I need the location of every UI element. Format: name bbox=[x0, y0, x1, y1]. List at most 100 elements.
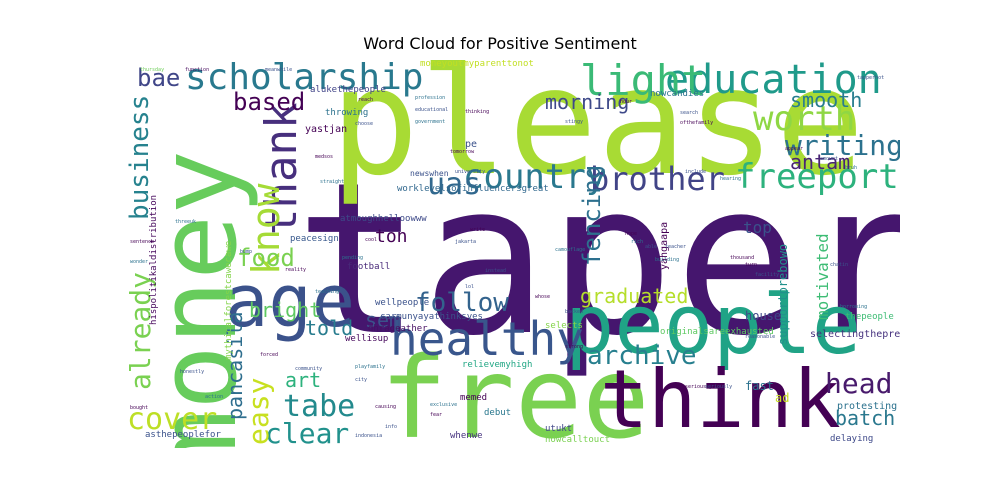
word-community: community bbox=[295, 366, 323, 372]
word-alukethepeople: alukethepeople bbox=[310, 85, 386, 95]
word-cool: cool bbox=[365, 237, 378, 243]
word-threeuk: threeuk bbox=[175, 219, 197, 225]
word-profession: profession bbox=[415, 95, 446, 101]
word-based: based bbox=[233, 88, 306, 116]
word-sem: sem bbox=[365, 308, 402, 332]
word-strong: strong bbox=[565, 344, 584, 350]
word-batch: batch bbox=[835, 406, 896, 430]
word-chatin: chatin bbox=[830, 262, 849, 268]
word-head: head bbox=[825, 367, 893, 400]
word-camouflage: camouflage bbox=[555, 247, 586, 253]
word-university: university bbox=[455, 169, 486, 175]
word-moneyoutmyparenttonot: moneyoutmyparenttonot bbox=[420, 60, 534, 69]
word-clear: clear bbox=[265, 417, 350, 448]
word-utukt: utukt bbox=[545, 424, 573, 434]
word-worklevelsofinfluencersgreat: worklevelsofinfluencersgreat bbox=[397, 184, 549, 194]
word-causing: causing bbox=[375, 404, 397, 410]
word-debut: debut bbox=[484, 408, 512, 418]
word-pe: pe bbox=[465, 139, 478, 150]
word-seriously: seriously bbox=[705, 384, 733, 390]
word-choose: choose bbox=[355, 121, 374, 127]
word-medsos: medsos bbox=[315, 154, 334, 160]
word-thursday: thursday bbox=[140, 67, 165, 73]
word-country: country bbox=[463, 157, 607, 197]
word-peacesign: peacesign bbox=[290, 234, 339, 244]
word-tapperhot: tapperhot bbox=[857, 75, 885, 81]
word-think: think bbox=[600, 353, 841, 446]
word-thousand: thousand bbox=[730, 255, 755, 261]
word-fear: fear bbox=[430, 412, 443, 418]
word-straight: straight bbox=[320, 179, 345, 185]
word-facility: facility bbox=[755, 272, 780, 278]
word-lol: lol bbox=[465, 284, 475, 290]
word-exclusive: exclusive bbox=[430, 402, 458, 408]
word-art: art bbox=[285, 368, 322, 392]
word-bae: bae bbox=[137, 64, 181, 92]
word-relievemyhigh: relievemyhigh bbox=[462, 360, 533, 370]
word-follow: follow bbox=[415, 288, 509, 318]
chart-title: Word Cloud for Positive Sentiment bbox=[363, 34, 637, 53]
word-teacher: teacher bbox=[665, 244, 687, 250]
word-bright: bright bbox=[249, 298, 322, 322]
word-city: city bbox=[355, 377, 368, 383]
word-supportprebowo: supportprebowo bbox=[776, 243, 790, 345]
word-delaying: delaying bbox=[830, 434, 874, 444]
word-graduated: graduated bbox=[580, 284, 689, 308]
word-writing: writing bbox=[785, 129, 900, 162]
word-top: top bbox=[743, 218, 772, 237]
word-morning: morning bbox=[545, 90, 630, 114]
word-uas: uas bbox=[427, 167, 482, 202]
word-nowcalltouct: nowcalltouct bbox=[545, 435, 611, 445]
word-hearing: hearing bbox=[720, 176, 742, 182]
word-newswhen: newswhen bbox=[410, 169, 449, 178]
word-archive: archive bbox=[587, 341, 697, 371]
word-yastjan: yastjan bbox=[305, 124, 348, 135]
word-write: write bbox=[470, 227, 486, 233]
word-food: food bbox=[237, 244, 295, 272]
word-reality: reality bbox=[285, 267, 307, 273]
word-healthy: healthy bbox=[390, 312, 584, 366]
word-easy: easy bbox=[242, 377, 275, 445]
word-thinking: thinking bbox=[465, 109, 490, 115]
word-ton: ton bbox=[375, 226, 408, 247]
word-instead: instead bbox=[485, 268, 507, 274]
word-forced: forced bbox=[260, 352, 279, 358]
word-reach: reach bbox=[358, 97, 374, 103]
word-people: people bbox=[565, 278, 862, 373]
word-reasonable: reasonable bbox=[745, 334, 776, 340]
word-meanwhile: meanwhile bbox=[265, 67, 293, 73]
word-info: info bbox=[385, 424, 398, 430]
word-selects: selects bbox=[545, 321, 583, 331]
word-hour: hour bbox=[620, 99, 633, 105]
word-told: told bbox=[305, 316, 354, 340]
word-free: free bbox=[380, 334, 650, 448]
word-playfamily: playfamily bbox=[355, 364, 386, 370]
word-mythicalforestcawecawe: mythicalforestcawecawe bbox=[224, 240, 234, 360]
word-ofthefamily: ofthefamily bbox=[680, 120, 714, 126]
word-carmunyayathinksyes: carmunyayathinksyes bbox=[380, 312, 483, 322]
word-educational: educational bbox=[415, 107, 449, 113]
word-protesting: protesting bbox=[837, 401, 898, 412]
word-tabe: tabe bbox=[283, 389, 356, 424]
word-pending: pending bbox=[342, 255, 364, 261]
word-bump: bump bbox=[240, 249, 253, 255]
word-nowcandies: nowcandies bbox=[650, 89, 705, 99]
word-whenwe: whenwe bbox=[450, 431, 483, 441]
word-sentence: sentence bbox=[130, 239, 155, 245]
word-seriously: seriously bbox=[685, 384, 713, 390]
word-appear: appear bbox=[785, 146, 804, 152]
word-amount: amount bbox=[820, 156, 839, 162]
word-smooth: smooth bbox=[790, 88, 863, 112]
word-borrowing: borrowing bbox=[840, 304, 868, 310]
word-able: able bbox=[645, 244, 658, 250]
word-worth: worth bbox=[753, 99, 856, 139]
word-light: light bbox=[580, 60, 707, 105]
word-turn: turn bbox=[745, 262, 758, 268]
word-rich: rich bbox=[631, 239, 644, 245]
word-bought: bought bbox=[130, 405, 149, 411]
word-cover: cover bbox=[127, 402, 218, 437]
word-brother: brother bbox=[590, 160, 725, 198]
word-ad: ad bbox=[775, 391, 790, 405]
word-stingy: stingy bbox=[565, 119, 584, 125]
word-wellpeople: wellpeople bbox=[375, 298, 430, 308]
